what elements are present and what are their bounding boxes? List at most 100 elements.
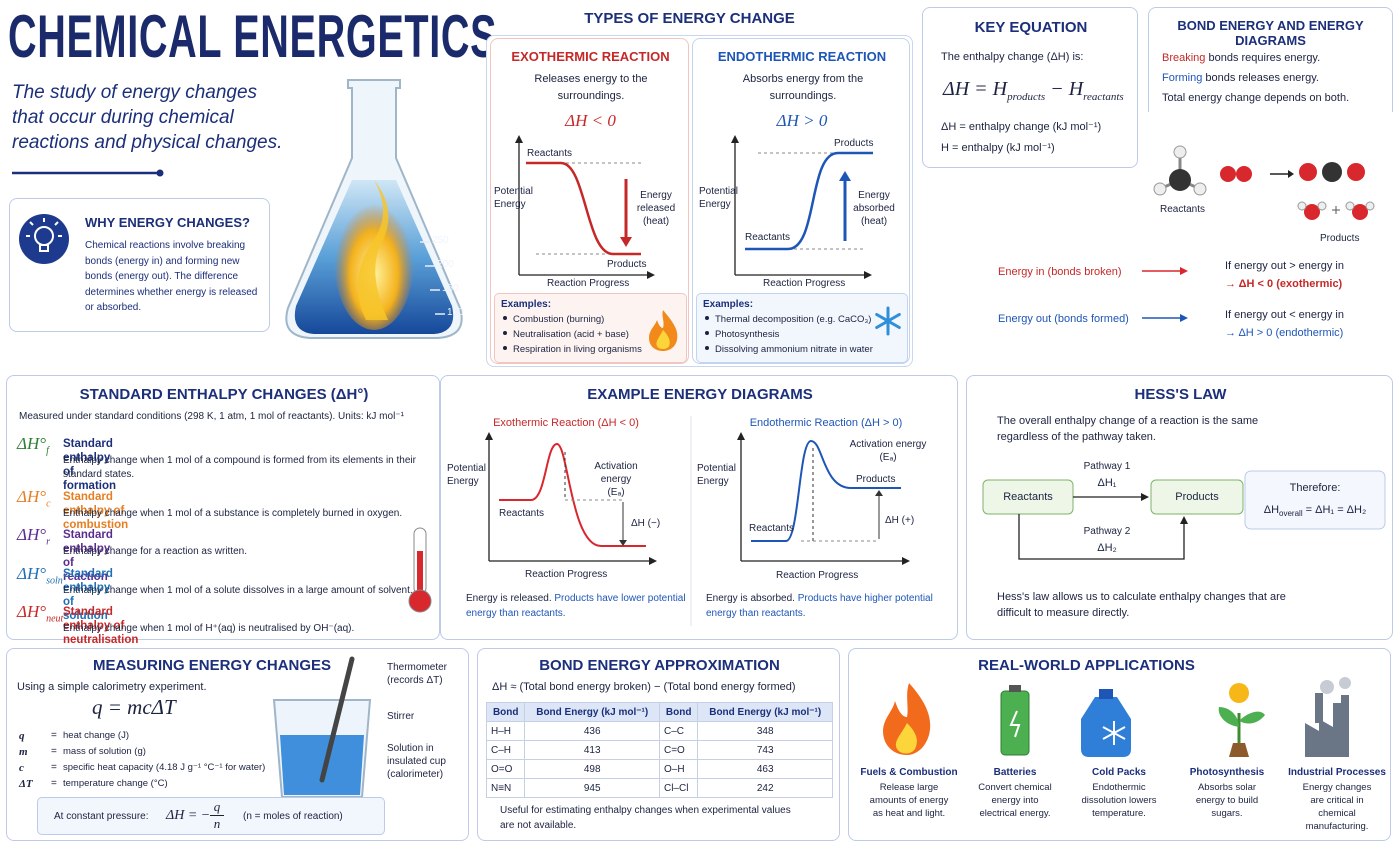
application-desc: Endothermic dissolution lowers temperatu…: [1081, 782, 1157, 819]
graduation: 100: [447, 307, 464, 318]
forming-word: Forming: [1162, 72, 1203, 84]
table-row: C–H 413 C=O 743: [485, 740, 833, 760]
exo-card: EXOTHERMIC REACTION Releases energy to t…: [490, 38, 689, 364]
table-header: Bond Energy (kJ mol⁻¹): [524, 702, 660, 722]
eq-sub: products: [1007, 91, 1046, 103]
table-header: Bond Energy (kJ mol⁻¹): [697, 702, 833, 722]
bond-note: Useful for estimating enthalpy changes w…: [500, 805, 791, 831]
activation: Activation energy: [594, 461, 638, 485]
table-cell: 463: [697, 759, 833, 779]
table-cell: 242: [697, 778, 833, 798]
table-header-row: Bond Bond Energy (kJ mol⁻¹) Bond Bond Energ…: [485, 702, 833, 722]
var-eq: =: [51, 730, 57, 741]
exo-reactants: Reactants: [527, 148, 573, 159]
molecules: [1153, 145, 1375, 220]
endo-products: Products: [834, 138, 874, 149]
exo-products: Products: [607, 259, 647, 270]
exo-title: EXOTHERMIC REACTION: [511, 49, 670, 64]
application-name: Fuels & Combustion: [860, 767, 958, 778]
constant-num: q: [210, 799, 224, 816]
divider: [12, 169, 164, 177]
key-def: ΔH = enthalpy change (kJ mol⁻¹): [941, 121, 1102, 133]
table-cell: 945: [524, 778, 660, 798]
bond-reactants: Reactants: [1160, 204, 1206, 215]
hess-title: HESS'S LAW: [1134, 386, 1227, 403]
table-row: N≡N 945 Cl–Cl 242: [485, 778, 833, 798]
table-cell: N≡N: [485, 778, 526, 798]
var-def: mass of solution (g): [63, 746, 146, 757]
energy-out: Energy out (bonds formed): [998, 313, 1129, 325]
ex-exo-x-label: Reaction Progress: [525, 569, 608, 580]
applications-panel: REAL-WORLD APPLICATIONS Fuels & Combusti…: [848, 648, 1391, 841]
symbol-sub: soln: [46, 575, 63, 587]
exo-y-label: Potential Energy: [494, 186, 533, 210]
note-b: Products have lower potential energy tha…: [466, 593, 686, 619]
ex-endo-title: Endothermic Reaction (ΔH > 0): [749, 417, 903, 429]
hess-products: Products: [1175, 491, 1219, 503]
symbol-sub: r: [46, 536, 50, 548]
ex-exo-activation: Activation energy (Eₐ): [581, 460, 651, 499]
bullet: [705, 331, 709, 335]
note-a: Energy is released.: [466, 593, 552, 604]
symbol: ΔH°: [17, 564, 47, 583]
bond-approx-panel: BOND ENERGY APPROXIMATION ΔH ≈ (Total bo…: [477, 648, 840, 841]
var-symbol: ΔT: [19, 778, 33, 790]
example-item: Dissolving ammonium nitrate in water: [703, 343, 873, 356]
pathway1: Pathway 1: [1083, 461, 1131, 472]
ex-exo-title: Exothermic Reaction (ΔH < 0): [493, 417, 639, 429]
ex-exo-reactants: Reactants: [499, 508, 545, 519]
applications-title: REAL-WORLD APPLICATIONS: [978, 657, 1195, 674]
hess-equation: ΔHoverall = ΔH₁ = ΔH₂: [1245, 503, 1385, 521]
example-text: Respiration in living organisms: [513, 344, 642, 355]
graduation: 150: [442, 283, 459, 294]
bond-line: Total energy change depends on both.: [1162, 92, 1350, 104]
exo-sign: ΔH < 0: [565, 111, 616, 130]
measure-label: Thermometer (records ΔT): [387, 662, 448, 686]
constant-den: n: [213, 816, 221, 831]
symbol: ΔH°: [17, 525, 47, 544]
enthalpy-symbol: ΔH°soln: [17, 564, 63, 586]
example-text: Thermal decomposition (e.g. CaCO₃): [715, 314, 872, 325]
application-name: Photosynthesis: [1189, 767, 1265, 778]
graduation: 250: [432, 235, 449, 246]
ea: (Eₐ): [607, 487, 625, 498]
example-item: Neutralisation (acid + base): [501, 328, 629, 341]
bond-approx-title: BOND ENERGY APPROXIMATION: [539, 657, 780, 674]
key-def: H = enthalpy (kJ mol⁻¹): [941, 142, 1055, 154]
graduation: 200: [437, 259, 454, 270]
application-desc: Energy changes are critical in chemical …: [1302, 782, 1372, 832]
eq-sub: overall: [1279, 509, 1303, 519]
eq-part: − H: [1045, 78, 1084, 100]
therefore: Therefore:: [1289, 482, 1341, 494]
activation: Activation energy: [849, 439, 927, 450]
breaking-rest: bonds requires energy.: [1205, 52, 1321, 64]
table-cell: 743: [697, 740, 833, 760]
var-eq: =: [51, 778, 57, 789]
var-def: temperature change (°C): [63, 778, 168, 789]
bond-diagrams-title: BOND ENERGY AND ENERGY DIAGRAMS: [1177, 18, 1364, 48]
example-item: Photosynthesis: [703, 328, 779, 341]
note-a: Energy is absorbed.: [706, 593, 795, 604]
enthalpy-name: Standard enthalpy of neutralisation: [63, 606, 139, 646]
ex-endo-x-label: Reaction Progress: [776, 570, 859, 581]
table-cell: C=O: [658, 740, 699, 760]
enthalpy-desc: Enthalpy change when 1 mol of a substanc…: [63, 508, 403, 519]
table-cell: C–H: [485, 740, 526, 760]
example-item: Respiration in living organisms: [501, 343, 642, 356]
ea: (Eₐ): [879, 452, 897, 463]
eq-part: ΔH = H: [943, 78, 1008, 100]
enthalpy-symbol: ΔH°r: [17, 525, 50, 547]
example-diagrams-title: EXAMPLE ENERGY DIAGRAMS: [587, 386, 813, 403]
energy-in-arrow: [1142, 267, 1188, 275]
exo-x-label: Reaction Progress: [547, 278, 630, 289]
example-item: Combustion (burning): [501, 313, 604, 326]
table-header: Bond: [485, 702, 526, 722]
eq-part: = ΔH₁ = ΔH₂: [1302, 504, 1367, 516]
table-cell: H–H: [485, 721, 526, 741]
table-cell: 413: [524, 740, 660, 760]
example-diagrams-panel: EXAMPLE ENERGY DIAGRAMS Exothermic React…: [440, 375, 958, 640]
endo-card: ENDOTHERMIC REACTION Absorbs energy from…: [692, 38, 910, 364]
standard-conditions: Measured under standard conditions (298 …: [19, 411, 404, 422]
enthalpy-symbol: ΔH°neut: [17, 602, 63, 624]
